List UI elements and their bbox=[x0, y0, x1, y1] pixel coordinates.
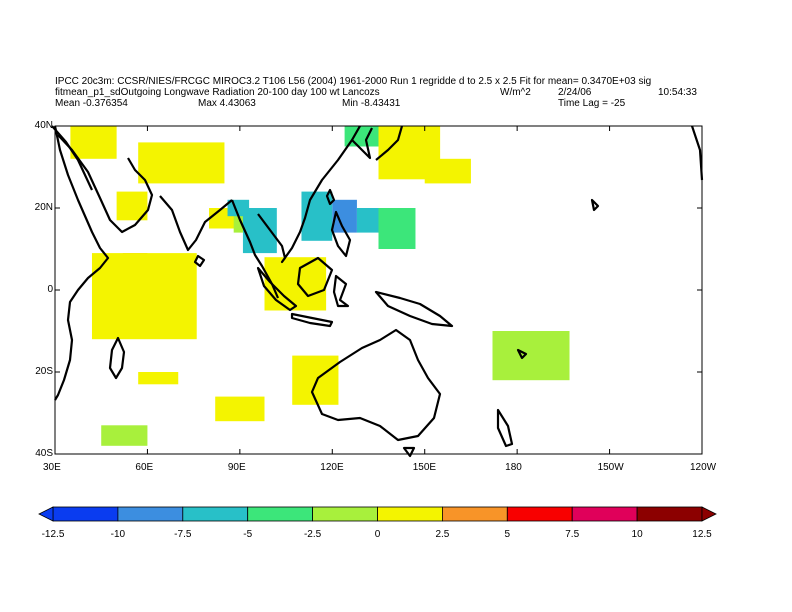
anomaly-cell-24 bbox=[138, 372, 179, 385]
colorbar-label: 0 bbox=[374, 529, 381, 540]
coast-hawaii bbox=[590, 198, 600, 212]
coast-india bbox=[159, 195, 233, 252]
coast-japan bbox=[375, 125, 404, 161]
anomaly-cell-10 bbox=[378, 208, 416, 249]
colorbar-label: 7.5 bbox=[565, 529, 580, 540]
colorbar-label: -10 bbox=[110, 529, 126, 540]
anomaly-cell-8 bbox=[332, 199, 357, 233]
colorbar-label: -5 bbox=[243, 529, 253, 540]
colorbar-segment bbox=[247, 506, 313, 522]
colorbar-label: -12.5 bbox=[41, 529, 65, 540]
coast-java bbox=[290, 312, 334, 328]
lon-tick-label: 30E bbox=[43, 462, 61, 473]
colorbar-high-arrow bbox=[701, 506, 717, 522]
anomaly-field bbox=[70, 126, 570, 446]
coast-sri-lanka bbox=[193, 254, 206, 268]
anomaly-cell-22 bbox=[292, 355, 339, 405]
lon-tick-label: 150W bbox=[597, 462, 624, 473]
colorbar-label: -7.5 bbox=[174, 529, 192, 540]
anomaly-cell-1 bbox=[138, 142, 225, 184]
lon-tick-label: 120E bbox=[320, 462, 344, 473]
colorbar-label: 12.5 bbox=[692, 529, 712, 540]
colorbar-label: 10 bbox=[631, 529, 643, 540]
coast-borneo bbox=[296, 256, 334, 298]
lat-tick-label: 40N bbox=[34, 120, 53, 131]
coast-fiji bbox=[516, 348, 528, 360]
lon-tick-label: 150E bbox=[412, 462, 437, 473]
anomaly-cell-23 bbox=[215, 396, 265, 422]
lon-tick-label: 60E bbox=[135, 462, 154, 473]
coast-new-guinea bbox=[374, 290, 454, 328]
lon-tick-label: 180 bbox=[505, 462, 522, 473]
coast-taiwan bbox=[325, 188, 336, 206]
colorbar-segment bbox=[636, 506, 703, 522]
colorbar-segment bbox=[52, 506, 119, 522]
anomaly-cell-9 bbox=[356, 208, 379, 233]
coast-new-zealand bbox=[496, 408, 514, 448]
map-axis-ticks bbox=[54, 125, 703, 455]
coast-tasmania bbox=[402, 446, 416, 458]
colorbar-segment bbox=[506, 506, 573, 522]
time-lag-label: Time Lag = -25 bbox=[558, 98, 626, 109]
coast-indochina bbox=[257, 125, 361, 264]
coast-madagascar bbox=[108, 336, 126, 380]
lat-tick-label: 20N bbox=[34, 202, 53, 213]
colorbar-segment bbox=[377, 506, 443, 522]
colorbar-segment bbox=[312, 506, 378, 522]
date-label: 2/24/06 bbox=[558, 87, 592, 98]
colorbar-label: 5 bbox=[504, 529, 511, 540]
anomaly-cell-0 bbox=[70, 126, 117, 159]
colorbar-segment bbox=[117, 506, 184, 522]
lat-tick-label: 0 bbox=[47, 284, 53, 295]
units-label: W/m^2 bbox=[500, 87, 531, 98]
mean-stat: Mean -0.376354 bbox=[55, 98, 128, 109]
anomaly-cell-17 bbox=[91, 253, 197, 340]
coast-africa bbox=[53, 125, 110, 401]
coast-korea bbox=[351, 127, 373, 160]
coast-sulawesi bbox=[332, 274, 350, 308]
colorbar-label: 2.5 bbox=[435, 529, 450, 540]
variable-description: fitmean_p1_sdOutgoing Longwave Radiation… bbox=[55, 87, 380, 98]
time-label: 10:54:33 bbox=[658, 87, 697, 98]
min-stat: Min -8.43431 bbox=[342, 98, 401, 109]
colorbar-low-arrow bbox=[38, 506, 54, 522]
colorbar-segment bbox=[571, 506, 638, 522]
lon-tick-label: 90E bbox=[227, 462, 246, 473]
coast-red-sea bbox=[51, 125, 93, 191]
anomaly-cell-14 bbox=[424, 158, 471, 184]
colorbar-label: -2.5 bbox=[303, 529, 322, 540]
map-title: IPCC 20c3m: CCSR/NIES/FRCGC MIROC3.2 T10… bbox=[55, 76, 652, 87]
coastlines bbox=[51, 125, 704, 458]
lon-tick-label: 120W bbox=[690, 462, 717, 473]
coast-sumatra bbox=[256, 266, 298, 312]
coast-arabia bbox=[57, 134, 154, 234]
anomaly-cell-21 bbox=[492, 331, 570, 381]
coast-baja bbox=[690, 125, 704, 181]
coast-philippines bbox=[330, 210, 352, 258]
anomaly-cell-20 bbox=[264, 257, 327, 311]
anomaly-cell-25 bbox=[101, 425, 148, 446]
max-stat: Max 4.43063 bbox=[198, 98, 256, 109]
coast-australia bbox=[310, 328, 442, 442]
lat-tick-label: 40S bbox=[35, 448, 53, 459]
colorbar-segment bbox=[441, 506, 508, 522]
lat-tick-label: 20S bbox=[35, 366, 53, 377]
colorbar-segment bbox=[182, 506, 249, 522]
